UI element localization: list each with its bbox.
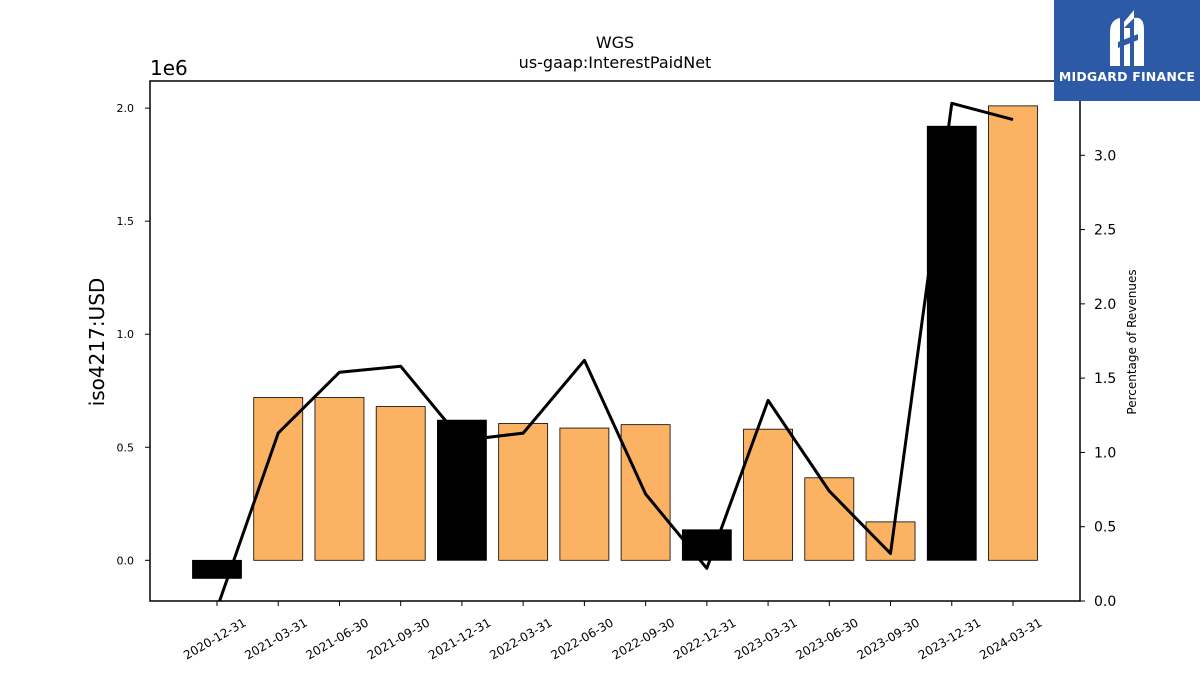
- y2-tick-label: 0.5: [1094, 520, 1116, 536]
- bar-2024-03-31: [988, 105, 1038, 561]
- y2-tick-label: 2.0: [1094, 297, 1116, 313]
- y-axis-label: iso4217:USD: [85, 278, 109, 407]
- bar-2021-12-31: [437, 419, 487, 561]
- x-tick-label: 2022-06-30: [548, 615, 615, 662]
- y2-tick-label: 3.0: [1094, 148, 1116, 164]
- bar-2023-12-31: [926, 125, 977, 561]
- x-tick-label: 2021-06-30: [304, 615, 371, 662]
- bar-2022-12-31: [681, 529, 732, 561]
- chart-title: WGS: [596, 33, 634, 52]
- x-tick-label: 2020-12-31: [181, 615, 248, 662]
- logo: MIDGARD FINANCE: [1054, 0, 1200, 101]
- bar-2022-06-30: [559, 427, 610, 561]
- x-tick-label: 2022-03-31: [487, 615, 554, 662]
- y-offset-label: 1e6: [150, 56, 188, 80]
- x-tick-label: 2022-09-30: [610, 615, 677, 662]
- bar-2021-06-30: [314, 397, 365, 561]
- x-tick-label: 2021-12-31: [426, 615, 493, 662]
- y2-tick-label: 1.0: [1094, 445, 1116, 461]
- y-tick-label: 2.0: [117, 102, 135, 115]
- x-tick-label: 2023-03-31: [732, 615, 799, 662]
- y2-axis-label: Percentage of Revenues: [1125, 269, 1139, 414]
- bar-2023-03-31: [743, 428, 793, 561]
- y2-tick-label: 2.5: [1094, 223, 1116, 239]
- x-tick-label: 2023-12-31: [916, 615, 983, 662]
- y2-tick-label: 0.0: [1094, 594, 1116, 610]
- x-tick-label: 2023-09-30: [855, 615, 922, 662]
- bar-2022-03-31: [498, 423, 549, 561]
- y-tick-label: 0.5: [117, 441, 135, 454]
- x-tick-label: 2023-06-30: [793, 615, 860, 662]
- y2-tick-label: 1.5: [1094, 371, 1116, 387]
- percentage-line: [217, 101, 1014, 601]
- x-tick-label: 2024-03-31: [977, 615, 1044, 662]
- y-tick-label: 1.5: [117, 215, 135, 228]
- x-tick-label: 2021-09-30: [365, 615, 432, 662]
- bar-2021-09-30: [375, 406, 426, 561]
- midgard-logo-icon: [1110, 10, 1144, 66]
- bars-group: [192, 105, 1038, 579]
- y-tick-label: 1.0: [117, 328, 135, 341]
- x-tick-label: 2022-12-31: [671, 615, 738, 662]
- line-group: [217, 101, 1014, 601]
- chart-subtitle: us-gaap:InterestPaidNet: [519, 53, 712, 72]
- x-tick-label: 2021-03-31: [242, 615, 309, 662]
- y-tick-label: 0.0: [117, 554, 135, 567]
- logo-text: MIDGARD FINANCE: [1058, 69, 1196, 84]
- plot-frame: [149, 80, 1081, 602]
